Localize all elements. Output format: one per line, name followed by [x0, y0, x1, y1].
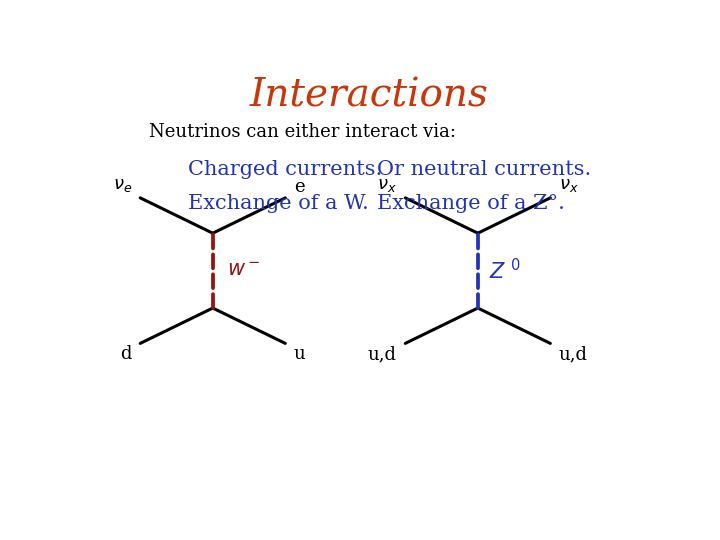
Text: e: e [294, 178, 305, 196]
Text: d: d [120, 346, 132, 363]
Text: $Z\ ^0$: $Z\ ^0$ [489, 258, 521, 283]
Text: Neutrinos can either interact via:: Neutrinos can either interact via: [148, 123, 456, 141]
Text: u,d: u,d [559, 346, 588, 363]
Text: $\nu_x$: $\nu_x$ [559, 176, 578, 194]
Text: u: u [294, 346, 305, 363]
Text: Or neutral currents.: Or neutral currents. [377, 160, 592, 179]
Text: $\nu_x$: $\nu_x$ [377, 176, 397, 194]
Text: $w^-$: $w^-$ [227, 261, 261, 280]
Text: u,d: u,d [368, 346, 397, 363]
Text: Charged currents.: Charged currents. [188, 160, 382, 179]
Text: $\nu_e$: $\nu_e$ [112, 176, 132, 194]
Text: Exchange of a W.: Exchange of a W. [188, 194, 369, 213]
Text: Interactions: Interactions [250, 77, 488, 114]
Text: Exchange of a Z°.: Exchange of a Z°. [377, 194, 565, 213]
